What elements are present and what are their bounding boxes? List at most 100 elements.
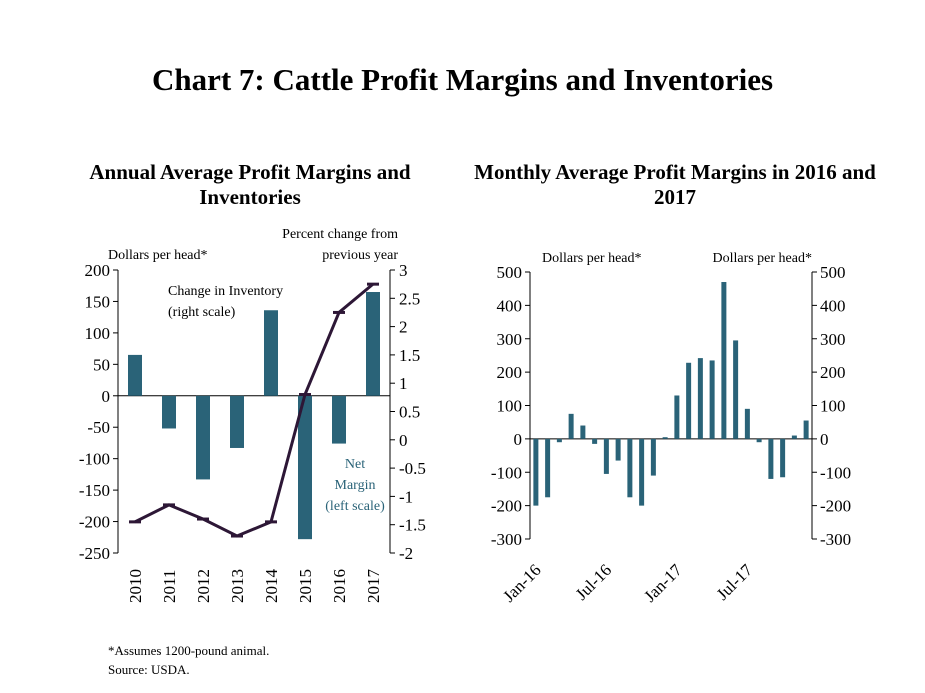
margin-bar <box>264 310 278 396</box>
footnote-assumption: *Assumes 1200-pound animal. <box>108 643 270 658</box>
monthly-left-axis-label: Dollars per head* <box>542 251 642 266</box>
month-label: Jul-16 <box>572 560 615 603</box>
left-tick-label: 0 <box>102 387 111 406</box>
left-tick-label: 100 <box>85 324 111 343</box>
month-label: Jan-17 <box>640 560 686 606</box>
monthly-right-tick-label: 100 <box>820 397 846 416</box>
monthly-bar <box>603 438 609 474</box>
monthly-bar <box>650 438 656 476</box>
month-label: Jan-16 <box>499 560 544 605</box>
monthly-left-tick-label: -200 <box>491 497 522 516</box>
monthly-bar <box>615 438 621 461</box>
monthly-bar <box>662 437 668 439</box>
bar-annotation-1: Net <box>345 457 365 472</box>
left-tick-label: -50 <box>87 418 110 437</box>
right-tick-label: 3 <box>399 261 408 280</box>
year-label: 2011 <box>160 570 179 603</box>
monthly-left-tick-label: 300 <box>497 330 523 349</box>
right-tick-label: 0 <box>399 431 408 450</box>
main-title: Chart 7: Cattle Profit Margins and Inven… <box>151 62 774 97</box>
monthly-bar <box>674 395 680 439</box>
left-tick-label: 50 <box>93 355 110 374</box>
monthly-bar <box>545 438 551 498</box>
left-tick-label: -200 <box>79 513 110 532</box>
right-chart-title: Monthly Average Profit Margins in 2016 a… <box>474 160 876 209</box>
monthly-left-tick-label: -100 <box>491 463 522 482</box>
annual-chart: Dollars per head* Percent change from pr… <box>79 227 426 603</box>
bar-annotation-3: (left scale) <box>325 499 385 514</box>
monthly-right-tick-label: -200 <box>820 497 851 516</box>
monthly-bar <box>686 362 692 439</box>
line-annotation-2: (right scale) <box>168 305 236 320</box>
footnote-source: Source: USDA. <box>108 662 190 677</box>
monthly-right-tick-label: 400 <box>820 296 846 315</box>
year-label: 2014 <box>262 569 281 604</box>
monthly-bar <box>780 438 786 478</box>
monthly-bar <box>744 408 750 439</box>
monthly-left-tick-label: 100 <box>497 397 523 416</box>
left-tick-label: -100 <box>79 450 110 469</box>
left-tick-label: -150 <box>79 481 110 500</box>
monthly-left-tick-label: -300 <box>491 530 522 549</box>
margin-bar <box>332 395 346 444</box>
monthly-bar <box>756 438 762 443</box>
monthly-left-tick-label: 0 <box>514 430 523 449</box>
monthly-bar <box>556 438 562 443</box>
monthly-bar <box>639 438 645 506</box>
monthly-left-tick-label: 400 <box>497 296 523 315</box>
right-tick-label: -1 <box>399 487 413 506</box>
bar-annotation-2: Margin <box>335 478 376 493</box>
monthly-right-tick-label: -100 <box>820 463 851 482</box>
margin-bar <box>366 292 380 396</box>
right-tick-label: -2 <box>399 544 413 563</box>
inventory-line <box>134 282 374 538</box>
monthly-bar <box>627 438 633 498</box>
month-label: Jul-17 <box>713 560 757 604</box>
right-axis-label-line2: previous year <box>322 248 398 263</box>
left-tick-label: -250 <box>79 544 110 563</box>
monthly-bar <box>568 413 574 439</box>
right-axis-label-line1: Percent change from <box>282 227 398 242</box>
monthly-bar <box>592 438 598 444</box>
left-chart-title: Annual Average Profit Margins and Invent… <box>89 160 411 209</box>
right-tick-label: -1.5 <box>399 516 426 535</box>
right-tick-label: 2 <box>399 318 408 337</box>
monthly-right-tick-label: -300 <box>820 530 851 549</box>
monthly-bar <box>733 340 739 439</box>
margin-bar <box>298 395 312 540</box>
monthly-right-tick-label: 300 <box>820 330 846 349</box>
monthly-right-tick-label: 500 <box>820 263 846 282</box>
monthly-bar <box>533 438 539 506</box>
monthly-bar <box>580 425 586 439</box>
margin-bar <box>128 354 142 396</box>
monthly-right-tick-label: 200 <box>820 363 846 382</box>
right-tick-label: 0.5 <box>399 403 420 422</box>
right-tick-label: 2.5 <box>399 289 420 308</box>
year-label: 2015 <box>296 569 315 603</box>
year-label: 2017 <box>364 569 383 604</box>
monthly-bar <box>721 282 727 439</box>
monthly-right-axis-label: Dollars per head* <box>712 251 812 266</box>
monthly-left-tick-label: 200 <box>497 363 523 382</box>
line-annotation-1: Change in Inventory <box>168 284 283 299</box>
margin-bar <box>162 395 176 429</box>
monthly-bar <box>697 358 703 439</box>
left-tick-label: 150 <box>85 292 111 311</box>
right-tick-label: 1.5 <box>399 346 420 365</box>
right-tick-label: -0.5 <box>399 459 426 478</box>
right-tick-label: 1 <box>399 374 408 393</box>
year-label: 2012 <box>194 569 213 603</box>
monthly-bar <box>768 438 774 479</box>
monthly-bar <box>791 435 797 439</box>
monthly-bar <box>803 420 809 439</box>
year-label: 2016 <box>330 569 349 603</box>
monthly-chart: Dollars per head* Dollars per head* 500 5… <box>491 251 851 606</box>
year-label: 2013 <box>228 569 247 603</box>
monthly-right-tick-label: 0 <box>820 430 829 449</box>
monthly-left-tick-label: 500 <box>497 263 523 282</box>
year-label: 2010 <box>126 569 145 603</box>
margin-bar <box>196 395 210 480</box>
margin-bar <box>230 395 244 448</box>
left-tick-label: 200 <box>85 261 111 280</box>
